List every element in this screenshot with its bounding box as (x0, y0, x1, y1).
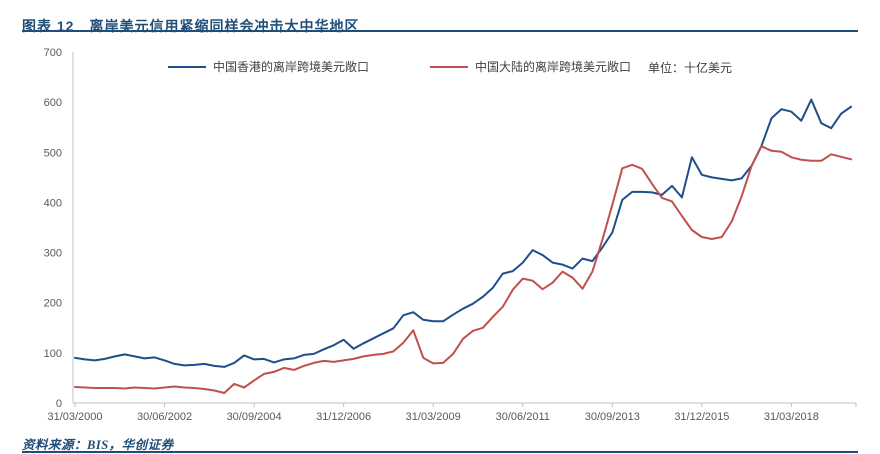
y-tick-label: 100 (44, 348, 62, 360)
cn-line-swatch (430, 65, 468, 68)
y-tick-label: 0 (56, 398, 62, 410)
x-tick-label: 30/06/2002 (137, 411, 192, 423)
y-tick-label: 700 (44, 47, 62, 59)
x-tick-label: 30/09/2004 (227, 411, 282, 423)
y-tick-label: 400 (44, 197, 62, 209)
y-tick-label: 300 (44, 248, 62, 260)
x-tick-label: 30/06/2011 (496, 411, 550, 423)
legend-item-hk: 中国香港的离岸跨境美元敞口 (168, 58, 369, 75)
y-tick-label: 500 (44, 147, 62, 159)
legend-item-cn: 中国大陆的离岸跨境美元敞口 (430, 58, 631, 75)
legend-label-hk: 中国香港的离岸跨境美元敞口 (213, 60, 370, 74)
x-tick-label: 30/09/2013 (585, 411, 640, 423)
chart-legend: 中国香港的离岸跨境美元敞口 中国大陆的离岸跨境美元敞口 单位：十亿美元 (0, 58, 880, 75)
x-tick-label: 31/03/2018 (764, 411, 819, 423)
y-tick-label: 600 (44, 97, 62, 109)
x-tick-label: 31/03/2009 (406, 411, 461, 423)
series-line-cn (74, 145, 853, 394)
x-tick-label: 31/12/2015 (674, 411, 729, 423)
legend-label-cn: 中国大陆的离岸跨境美元敞口 (475, 60, 632, 74)
y-tick-label: 200 (44, 298, 62, 310)
source-note: 资料来源：BIS，华创证券 (22, 438, 174, 452)
x-tick-label: 31/03/2000 (47, 411, 102, 423)
x-tick-label: 31/12/2006 (316, 411, 371, 423)
hk-line-swatch (168, 65, 206, 68)
unit-label: 单位：十亿美元 (648, 61, 733, 75)
title-underline (22, 30, 858, 32)
bottom-rule (22, 451, 858, 453)
series-line-hk (74, 98, 853, 368)
